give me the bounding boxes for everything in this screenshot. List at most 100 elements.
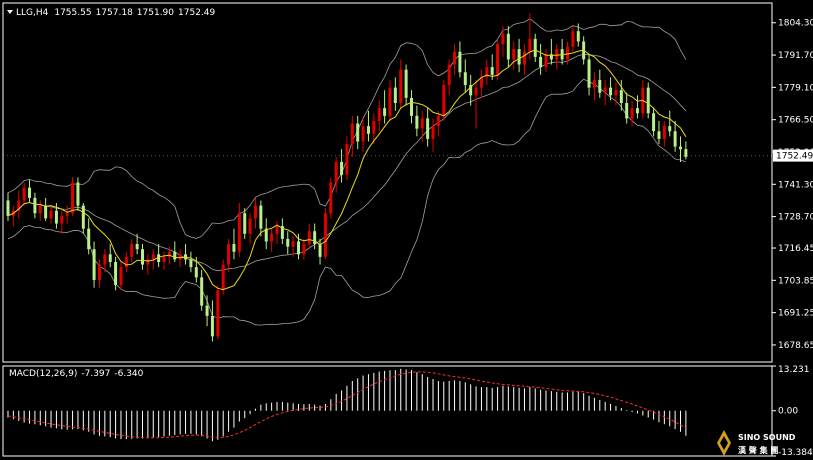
candle xyxy=(248,213,252,245)
candle xyxy=(544,49,548,73)
candle xyxy=(517,38,521,73)
candle-body xyxy=(506,33,510,60)
candle-body xyxy=(297,241,301,255)
candle-body xyxy=(329,182,333,214)
candle xyxy=(232,228,236,260)
candle-body xyxy=(463,72,467,86)
price-tick-label: 1804.30 xyxy=(778,19,813,29)
candle-body xyxy=(393,87,397,104)
candle xyxy=(114,256,118,291)
candle xyxy=(388,79,392,121)
candle-body xyxy=(189,259,193,268)
candle xyxy=(635,95,639,119)
candle-body xyxy=(512,49,516,60)
candle-body xyxy=(673,131,677,147)
candle xyxy=(609,77,613,101)
candle xyxy=(243,208,247,239)
candle xyxy=(361,118,365,152)
candle-body xyxy=(28,187,32,198)
candle xyxy=(501,26,505,57)
candle-body xyxy=(54,210,58,224)
candle-body xyxy=(114,261,118,286)
price-tick-label: 1766.50 xyxy=(778,116,813,126)
candle-body xyxy=(571,31,575,47)
current-price-label: 1752.49 xyxy=(776,152,813,162)
candle-body xyxy=(469,85,473,96)
candle xyxy=(76,177,80,211)
symbol-label: LLG,H4 xyxy=(16,8,49,18)
candle xyxy=(28,179,32,204)
candle-body xyxy=(194,267,198,278)
candle xyxy=(329,177,333,219)
candle-body xyxy=(356,123,360,142)
candle-body xyxy=(474,87,478,96)
candle-body xyxy=(167,251,171,257)
candle-body xyxy=(350,123,354,145)
candle xyxy=(539,44,543,75)
candle xyxy=(87,218,91,255)
candle-body xyxy=(280,226,284,239)
candle xyxy=(679,136,682,162)
candle-body xyxy=(76,182,80,206)
candle xyxy=(431,118,435,152)
candle-body xyxy=(668,126,672,132)
candle-body xyxy=(119,267,123,286)
candle xyxy=(576,23,580,47)
candle-body xyxy=(517,49,521,65)
candle xyxy=(146,254,150,275)
candle-body xyxy=(87,228,91,250)
candle xyxy=(571,26,575,52)
candle xyxy=(162,251,166,270)
macd-tick-label: 0.00 xyxy=(778,407,798,417)
candle-body xyxy=(60,215,64,224)
candle xyxy=(157,244,161,268)
candle xyxy=(522,44,526,75)
candle xyxy=(566,41,570,65)
candle xyxy=(237,203,241,257)
candle xyxy=(393,77,397,111)
dropdown-triangle-icon xyxy=(7,10,13,14)
candle xyxy=(318,238,322,265)
candle-body xyxy=(173,251,177,260)
candle-body xyxy=(657,131,661,139)
candle xyxy=(259,200,263,237)
candle xyxy=(372,113,376,145)
candle xyxy=(189,251,193,273)
candle-body xyxy=(253,205,257,219)
price-tick-label: 1791.70 xyxy=(778,51,813,61)
candle xyxy=(463,59,467,93)
candle xyxy=(625,92,629,124)
candle xyxy=(71,177,75,216)
candle-body xyxy=(426,118,430,139)
candle xyxy=(184,244,188,265)
candle-body xyxy=(243,213,247,234)
candle-body xyxy=(453,51,457,65)
candle xyxy=(603,79,607,106)
candle-body xyxy=(302,244,306,255)
candle xyxy=(291,236,295,257)
candle-body xyxy=(458,51,462,73)
candle xyxy=(496,38,500,80)
moving-average-line xyxy=(7,49,687,291)
candle-body xyxy=(442,85,446,116)
candle xyxy=(124,251,128,273)
candle-body xyxy=(345,144,349,175)
candle xyxy=(270,228,274,252)
candle-body xyxy=(130,244,134,257)
candle-body xyxy=(103,254,107,265)
candle-body xyxy=(81,205,85,229)
candle xyxy=(44,197,48,221)
candle-body xyxy=(248,218,252,234)
candle-body xyxy=(544,54,548,68)
price-tick-label: 1741.30 xyxy=(778,180,813,190)
candle xyxy=(350,115,354,157)
candle-body xyxy=(334,161,338,183)
candle-body xyxy=(318,244,322,257)
candle-body xyxy=(286,238,290,247)
candle-body xyxy=(178,254,182,260)
macd-value: -7.397 xyxy=(81,369,110,379)
candle xyxy=(22,182,26,206)
candle xyxy=(641,79,645,119)
candle xyxy=(447,59,451,96)
